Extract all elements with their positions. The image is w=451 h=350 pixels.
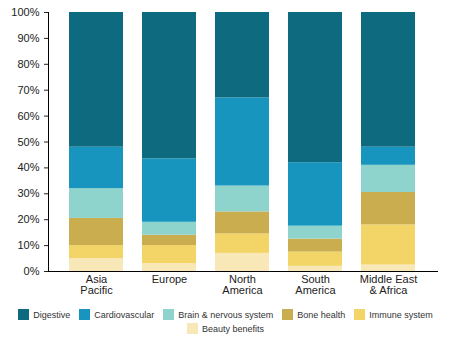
svg-text:Middle East& Africa: Middle East& Africa — [360, 273, 417, 296]
html-text:Brain & nervous system: Brain & nervous system — [178, 309, 274, 320]
svg-text:20%: 20% — [17, 213, 39, 225]
svg-text:70%: 70% — [17, 84, 39, 96]
svg-text:AsiaPacific: AsiaPacific — [80, 273, 113, 296]
svg-text:40%: 40% — [17, 161, 39, 173]
svg-text:Europe: Europe — [152, 273, 187, 285]
svg-text:10%: 10% — [17, 239, 39, 251]
html-text:Immune system: Immune system — [369, 309, 433, 320]
html-text:Cardiovascular: Cardiovascular — [94, 309, 155, 320]
html-text:Bone health: Bone health — [297, 309, 346, 320]
svg-text:90%: 90% — [17, 32, 39, 44]
svg-text:SouthAmerica: SouthAmerica — [295, 273, 336, 296]
svg-text:80%: 80% — [17, 58, 39, 70]
svg-text:0%: 0% — [24, 265, 40, 277]
html-text:Digestive: Digestive — [33, 309, 71, 320]
html-text:Beauty benefits: Beauty benefits — [202, 323, 264, 334]
svg-text:30%: 30% — [17, 187, 39, 199]
svg-text:50%: 50% — [17, 136, 39, 148]
svg-text:100%: 100% — [11, 6, 39, 18]
svg-text:NorthAmerica: NorthAmerica — [222, 273, 263, 296]
svg-text:60%: 60% — [17, 110, 39, 122]
